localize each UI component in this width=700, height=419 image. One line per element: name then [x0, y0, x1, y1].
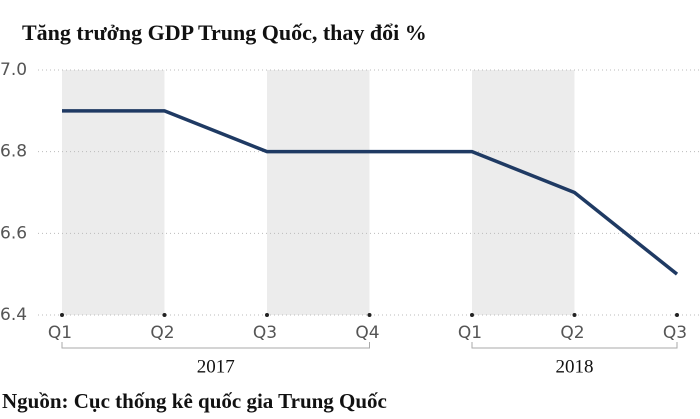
shaded-band — [62, 70, 165, 315]
x-tick-label: Q3 — [663, 323, 687, 343]
category-tick — [367, 313, 372, 317]
source: Nguồn: Cục thống kê quốc gia Trung Quốc — [2, 389, 387, 413]
group-bracket — [471, 342, 678, 349]
data-line — [62, 109, 679, 276]
category-tick — [675, 313, 679, 317]
category-tick — [162, 313, 167, 317]
y-tick-label: 7.0 — [0, 60, 27, 80]
x-tick-label: Q1 — [458, 323, 482, 343]
category-tick — [60, 313, 64, 317]
group-label: 2017 — [197, 356, 235, 377]
category-tick — [265, 313, 269, 317]
category-tick — [470, 313, 474, 317]
x-tick-label: Q1 — [48, 323, 72, 343]
category-tick — [572, 313, 577, 317]
x-tick-label: Q2 — [560, 323, 584, 343]
x-tick-label: Q3 — [253, 323, 277, 343]
x-tick-label: Q2 — [150, 323, 174, 343]
chart-title: Tăng trưởng GDP Trung Quốc, thay đổi % — [22, 20, 427, 45]
shaded-band — [267, 70, 370, 315]
y-tick-label: 6.4 — [0, 305, 27, 325]
y-tick-label: 6.6 — [0, 223, 27, 243]
shaded-band — [472, 70, 575, 315]
group-label: 2018 — [556, 356, 594, 377]
group-bracket — [61, 342, 370, 349]
x-tick-label: Q4 — [355, 323, 379, 343]
y-tick-label: 6.8 — [0, 142, 27, 162]
